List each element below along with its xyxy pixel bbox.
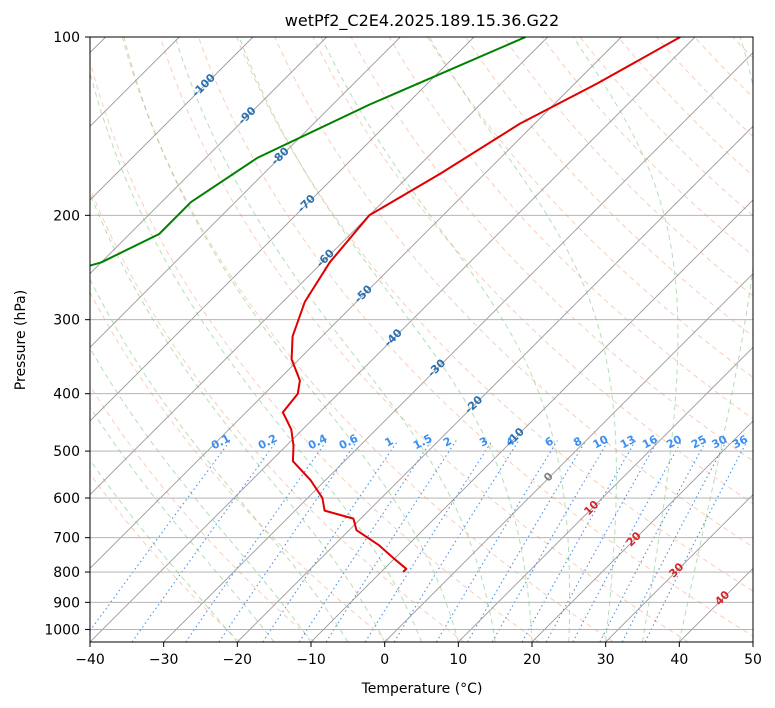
mixing-ratio-label: 20 <box>664 433 684 452</box>
dry-adiabat <box>388 37 753 420</box>
mixing-ratio-label: 30 <box>710 433 730 452</box>
mixing-ratio-line <box>572 440 683 642</box>
background-lines <box>90 37 775 642</box>
moist-adiabat <box>174 37 496 642</box>
dry-adiabat <box>465 37 753 338</box>
moist-adiabat <box>90 406 275 642</box>
moist-adiabat <box>572 37 679 642</box>
mixing-ratio-line <box>545 440 659 642</box>
mixing-ratio-line <box>435 440 558 642</box>
x-tick-label: 30 <box>597 652 615 668</box>
y-tick-label: 500 <box>53 444 80 460</box>
isotherm-line <box>605 494 753 642</box>
x-tick-label: −10 <box>296 652 326 668</box>
dry-adiabat <box>90 291 390 642</box>
mixing-ratio-label: 13 <box>618 433 638 452</box>
isotherm-line <box>163 52 753 642</box>
mixing-ratio-line <box>364 440 493 642</box>
y-tick-label: 200 <box>53 208 80 224</box>
mixing-ratio-line <box>599 440 707 642</box>
dry-adiabat <box>90 59 540 642</box>
y-tick-label: 600 <box>53 491 80 507</box>
isotherm-line <box>237 125 753 642</box>
isotherm-line <box>90 37 696 642</box>
moist-adiabat <box>320 37 571 642</box>
y-tick-label: 300 <box>53 313 80 329</box>
dry-adiabat <box>90 186 465 642</box>
x-tick-label: −30 <box>149 652 179 668</box>
x-tick-label: 50 <box>744 652 762 668</box>
y-tick-label: 900 <box>53 595 80 611</box>
y-tick-label: 400 <box>53 387 80 403</box>
mixing-ratio-label: 36 <box>730 433 750 452</box>
chart-title: wetPf2_C2E4.2025.189.15.36.G22 <box>285 11 559 31</box>
mixing-ratio-line <box>185 440 328 642</box>
y-tick-label: 800 <box>53 565 80 581</box>
isotherm-line <box>531 420 753 642</box>
dry-adiabat <box>503 37 753 297</box>
moist-adiabat <box>238 37 533 642</box>
dry-adiabat <box>121 37 614 642</box>
mixing-ratio-label: 25 <box>689 433 709 452</box>
x-tick-label: 10 <box>449 652 467 668</box>
x-tick-label: 20 <box>523 652 541 668</box>
axes: −40 −30 −20 −10 0 10 20 30 40 50 100 200 300 400 500 60… <box>44 30 762 668</box>
moist-adiabat <box>123 37 459 642</box>
y-tick-label: 100 <box>53 30 80 46</box>
dry-adiabat <box>159 37 689 642</box>
x-tick-label: 40 <box>670 652 688 668</box>
isotherm-line <box>90 37 475 422</box>
moist-adiabat <box>90 278 349 642</box>
dry-adiabat <box>771 37 775 642</box>
mixing-ratio-line <box>621 440 728 642</box>
mixing-ratio-line <box>467 440 587 642</box>
dry-adiabat <box>236 37 753 592</box>
mixing-ratio-line <box>521 440 637 642</box>
x-axis-title: Temperature (°C) <box>361 681 483 697</box>
isotherm-line <box>310 199 753 642</box>
mixing-ratio-line <box>491 440 609 642</box>
mixing-ratio-label: 16 <box>640 433 660 452</box>
dry-adiabat <box>312 37 753 505</box>
y-tick-label: 700 <box>53 531 80 547</box>
temperature-line <box>281 37 681 573</box>
isotherm-line <box>384 273 753 642</box>
moist-adiabat <box>90 347 312 642</box>
mixing-ratio-line <box>393 440 520 642</box>
x-tick-label: −40 <box>75 652 105 668</box>
dry-adiabat <box>90 384 316 642</box>
plot-area <box>90 37 753 642</box>
mixing-ratio-line <box>131 440 278 642</box>
mixing-ratio-label: 10 <box>591 433 611 452</box>
moist-adiabat <box>90 192 386 642</box>
isotherm-line <box>90 37 327 275</box>
isotherm-line <box>458 346 753 642</box>
moist-adiabat <box>90 459 238 642</box>
isotherm-line <box>90 37 622 569</box>
dry-adiabat <box>350 37 753 462</box>
isotherm-line <box>90 37 548 496</box>
y-tick-label: 1000 <box>44 622 80 638</box>
isotherm-line <box>90 37 254 201</box>
moist-adiabat <box>428 37 617 642</box>
mixing-ratio-line <box>644 440 748 642</box>
isotherm-line <box>752 641 753 642</box>
x-tick-label: 0 <box>380 652 389 668</box>
plot-frame <box>89 36 754 643</box>
dry-adiabat <box>90 472 241 642</box>
mixing-ratio-line <box>298 440 432 642</box>
x-tick-label: −20 <box>223 652 253 668</box>
y-axis-title: Pressure (hPa) <box>13 290 29 390</box>
moist-adiabat <box>90 70 422 642</box>
